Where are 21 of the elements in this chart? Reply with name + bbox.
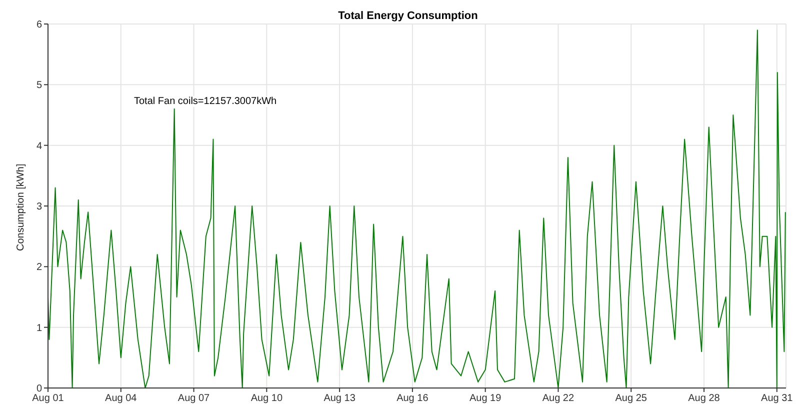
y-tick-label: 3 <box>36 202 42 213</box>
x-tick-label: Aug 19 <box>469 393 502 404</box>
x-tick-label: Aug 31 <box>761 393 794 404</box>
y-tick-label: 6 <box>36 20 42 31</box>
chart-title: Total Energy Consumption <box>338 10 478 22</box>
x-tick-label: Aug 10 <box>250 393 283 404</box>
x-tick-label: Aug 16 <box>396 393 429 404</box>
y-tick-label: 5 <box>36 80 42 92</box>
y-tick-label: 1 <box>36 322 42 334</box>
y-tick-label: 0 <box>36 384 42 395</box>
y-axis-title: Consumption [kWh] <box>16 164 27 251</box>
x-tick-label: Aug 28 <box>688 393 720 404</box>
x-tick-label: Aug 01 <box>32 393 64 404</box>
x-tick-label: Aug 25 <box>615 393 648 404</box>
x-tick-label: Aug 22 <box>542 393 575 404</box>
x-tick-label: Aug 04 <box>105 393 138 404</box>
x-tick-label: Aug 13 <box>324 393 356 404</box>
x-tick-label: Aug 07 <box>178 393 210 404</box>
y-tick-label: 2 <box>36 262 42 274</box>
annotation: Total Fan coils=12157.3007kWh <box>133 96 278 107</box>
y-tick-label: 4 <box>36 140 42 152</box>
